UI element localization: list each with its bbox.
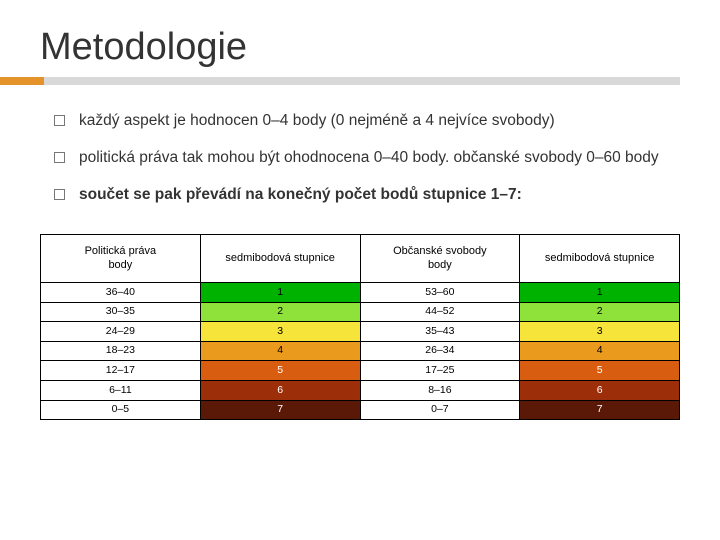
table-cell: 4	[200, 341, 360, 361]
table-cell: 8–16	[360, 381, 520, 401]
table-cell: 7	[520, 400, 680, 420]
bullet-marker	[54, 189, 65, 200]
table-header-cell: Občanské svobodybody	[360, 234, 520, 283]
table-cell: 6	[520, 381, 680, 401]
table-cell: 5	[200, 361, 360, 381]
table-cell: 0–5	[41, 400, 201, 420]
table-row: 0–570–77	[41, 400, 680, 420]
table-header-cell: sedmibodová stupnice	[520, 234, 680, 283]
table-row: 24–29335–433	[41, 322, 680, 342]
bullet-list: každý aspekt je hodnocen 0–4 body (0 nej…	[54, 111, 680, 206]
table-cell: 3	[520, 322, 680, 342]
scale-table: Politická právabodysedmibodová stupniceO…	[40, 234, 680, 420]
table-header-cell: sedmibodová stupnice	[200, 234, 360, 283]
slide: Metodologie každý aspekt je hodnocen 0–4…	[0, 0, 720, 440]
table-cell: 0–7	[360, 400, 520, 420]
table-cell: 3	[200, 322, 360, 342]
table-body: 36–40153–60130–35244–52224–29335–43318–2…	[41, 283, 680, 420]
table-cell: 18–23	[41, 341, 201, 361]
bullet-marker	[54, 152, 65, 163]
table-cell: 36–40	[41, 283, 201, 303]
table-cell: 4	[520, 341, 680, 361]
table-cell: 44–52	[360, 302, 520, 322]
table-header-row: Politická právabodysedmibodová stupniceO…	[41, 234, 680, 283]
table-cell: 6–11	[41, 381, 201, 401]
table-cell: 1	[520, 283, 680, 303]
bullet-text: politická práva tak mohou být ohodnocena…	[79, 148, 659, 169]
table-cell: 12–17	[41, 361, 201, 381]
table-row: 36–40153–601	[41, 283, 680, 303]
table-cell: 53–60	[360, 283, 520, 303]
bullet-item: každý aspekt je hodnocen 0–4 body (0 nej…	[54, 111, 680, 132]
underline-rest	[44, 77, 680, 85]
table-cell: 35–43	[360, 322, 520, 342]
table-cell: 17–25	[360, 361, 520, 381]
table-row: 30–35244–522	[41, 302, 680, 322]
table-header-cell: Politická právabody	[41, 234, 201, 283]
table-cell: 2	[200, 302, 360, 322]
title-underline	[0, 77, 680, 85]
bullet-item: součet se pak převádí na konečný počet b…	[54, 185, 680, 206]
slide-title: Metodologie	[40, 26, 680, 69]
bullet-marker	[54, 115, 65, 126]
table-cell: 5	[520, 361, 680, 381]
table-cell: 2	[520, 302, 680, 322]
table-cell: 30–35	[41, 302, 201, 322]
bullet-text: každý aspekt je hodnocen 0–4 body (0 nej…	[79, 111, 555, 132]
table-cell: 6	[200, 381, 360, 401]
table-cell: 26–34	[360, 341, 520, 361]
table-row: 18–23426–344	[41, 341, 680, 361]
table-row: 6–1168–166	[41, 381, 680, 401]
table-row: 12–17517–255	[41, 361, 680, 381]
bullet-item: politická práva tak mohou být ohodnocena…	[54, 148, 680, 169]
table-cell: 7	[200, 400, 360, 420]
table-cell: 1	[200, 283, 360, 303]
table-cell: 24–29	[41, 322, 201, 342]
bullet-text: součet se pak převádí na konečný počet b…	[79, 185, 522, 206]
underline-accent	[0, 77, 44, 85]
